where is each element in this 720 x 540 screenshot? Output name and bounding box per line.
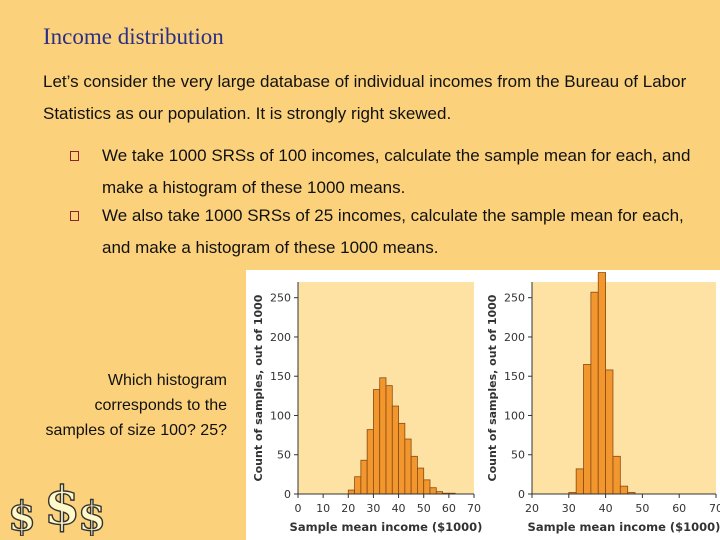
histogram-bar [385, 385, 393, 495]
x-tick-label: 60 [442, 502, 456, 515]
histogram-figure: 0 50 100 150 200 250 0 10 20 30 40 50 60 70 Sample mea… [246, 270, 720, 540]
histogram-bar [379, 377, 387, 495]
y-tick-label: 250 [504, 292, 525, 305]
histogram-bar [354, 476, 362, 495]
dollar-signs-logo: $ $ $ [8, 480, 107, 536]
y-tick-label: 200 [504, 331, 525, 344]
histogram-bar [417, 467, 425, 495]
histogram-bar [605, 369, 614, 495]
x-tick-label: 40 [392, 502, 406, 515]
histogram-bar [429, 487, 437, 495]
histogram-bar [597, 272, 606, 495]
y-tick-label: 50 [511, 449, 525, 462]
bullet-text: We also take 1000 SRSs of 25 incomes, ca… [102, 206, 684, 257]
x-tick-label: 30 [366, 502, 380, 515]
question-text: Which histogram corresponds to the sampl… [45, 372, 227, 439]
histogram-bar [391, 405, 399, 495]
bullet-item: We take 1000 SRSs of 100 incomes, calcul… [70, 140, 690, 204]
x-tick-label: 50 [417, 502, 431, 515]
x-axis-title: Sample mean income ($1000) [528, 520, 720, 534]
histogram-bar [575, 468, 584, 495]
y-tick-label: 50 [277, 449, 291, 462]
svg-text:$: $ [78, 493, 106, 536]
y-tick-label: 100 [504, 409, 525, 422]
histogram-bar [590, 291, 599, 495]
histogram-bar [366, 429, 374, 495]
x-tick-label: 20 [525, 502, 539, 515]
histogram-bar [347, 489, 355, 495]
y-axis-title: Count of samples, out of 1000 [252, 294, 265, 481]
y-tick-label: 250 [270, 292, 291, 305]
bullet-text: We take 1000 SRSs of 100 incomes, calcul… [102, 146, 691, 197]
y-axis-title: Count of samples, out of 1000 [486, 294, 499, 481]
histogram-bar [612, 455, 621, 495]
intro-paragraph: Let’s consider the very large database o… [43, 72, 687, 123]
x-tick-label: 50 [635, 502, 649, 515]
plot-panel [532, 282, 716, 494]
y-tick-label: 150 [270, 370, 291, 383]
x-tick-label: 60 [672, 502, 686, 515]
histogram-bar [373, 389, 381, 495]
histogram-bar [619, 485, 629, 495]
histogram-bar [423, 479, 431, 495]
histogram-bar [398, 422, 406, 495]
bullet-item: We also take 1000 SRSs of 25 incomes, ca… [70, 200, 690, 264]
y-tick-label: 0 [518, 488, 525, 501]
y-tick-label: 0 [284, 488, 291, 501]
histogram-bar [360, 459, 368, 495]
histogram-bar [404, 438, 412, 495]
square-bullet-icon [70, 211, 79, 221]
y-tick-label: 100 [270, 409, 291, 422]
x-tick-label: 70 [467, 502, 481, 515]
x-axis-title: Sample mean income ($1000) [290, 520, 483, 534]
histogram-bar [583, 364, 592, 495]
square-bullet-icon [70, 151, 79, 161]
x-tick-label: 0 [295, 502, 302, 515]
y-tick-label: 200 [270, 331, 291, 344]
x-tick-label: 20 [341, 502, 355, 515]
x-tick-label: 70 [709, 502, 720, 515]
slide-title: Income distribution [43, 24, 224, 49]
histogram-bar [410, 455, 418, 495]
x-tick-label: 30 [562, 502, 576, 515]
x-tick-label: 10 [316, 502, 330, 515]
svg-text:$: $ [8, 493, 36, 536]
y-tick-label: 150 [504, 370, 525, 383]
x-tick-label: 40 [599, 502, 613, 515]
svg-text:$: $ [44, 480, 80, 536]
